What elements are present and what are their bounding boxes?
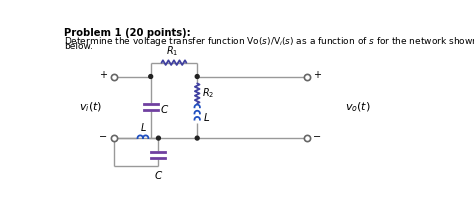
Text: $L$: $L$	[202, 111, 210, 123]
Text: $v_o(t)$: $v_o(t)$	[345, 101, 371, 114]
Circle shape	[156, 136, 160, 140]
Text: $R_1$: $R_1$	[166, 44, 179, 58]
Circle shape	[149, 74, 153, 78]
Text: $C$: $C$	[154, 169, 163, 181]
Text: below.: below.	[64, 42, 93, 51]
Circle shape	[195, 74, 199, 78]
Text: $v_i(t)$: $v_i(t)$	[79, 101, 102, 114]
Text: $R_2$: $R_2$	[202, 86, 214, 100]
Text: Problem 1 (20 points):: Problem 1 (20 points):	[64, 28, 191, 38]
Text: −: −	[313, 132, 321, 142]
Text: −: −	[99, 132, 107, 142]
Text: $C$: $C$	[160, 103, 169, 115]
Text: Determine the voltage transfer function Vo($s$)/V$_i$($s$) as a function of $s$ : Determine the voltage transfer function …	[64, 35, 474, 48]
Text: $L$: $L$	[139, 122, 146, 134]
Text: +: +	[99, 70, 107, 80]
Circle shape	[195, 136, 199, 140]
Text: +: +	[313, 70, 321, 80]
